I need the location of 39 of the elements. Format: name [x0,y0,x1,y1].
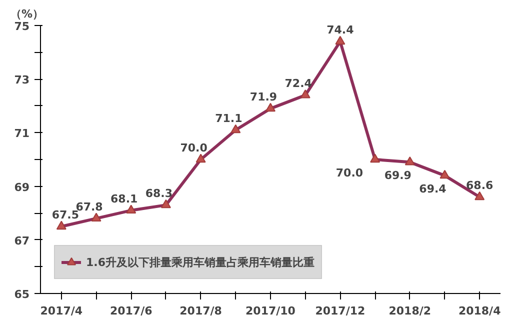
text: 71.1 [215,112,242,126]
x-tick-label: 2018/4 [458,304,502,318]
point [370,154,380,163]
text: 72.4 [284,77,312,90]
x-tick-label: 2017/4 [40,304,83,318]
x-tick-label: 2017/12 [315,304,366,318]
point [91,212,102,222]
point [126,204,136,214]
point [230,124,241,134]
point [335,36,346,45]
point [300,89,310,98]
text: 74.4 [326,24,354,37]
point [440,170,450,179]
point [266,102,276,112]
y-axis-title: （%） [10,8,44,20]
text: 69.4 [419,182,446,196]
text: 69.9 [384,169,412,182]
x-tick-label: 2017/10 [246,304,296,318]
y-tick-label: 69 [14,180,30,194]
x-tick-label: 2017/8 [180,304,222,318]
x-tick-label: 2018/2 [388,304,432,318]
text: 70.0 [180,142,208,154]
point [196,154,206,163]
y-tick-label: 67 [14,234,30,248]
y-tick-label: 71 [14,127,30,140]
x-tick-label: 2017/6 [110,304,153,318]
text: 71.9 [250,90,278,104]
point [404,156,415,166]
y-tick-label: 75 [14,20,30,33]
text: 70.0 [336,166,364,180]
text: 68.1 [110,192,138,206]
text: 68.6 [466,179,494,192]
text: 68.3 [145,187,173,200]
legend-label: 1.6升及以下排量乘用车销量占乘用车销量比重 [86,254,314,270]
y-tick-label: 73 [14,74,30,87]
point [474,191,485,200]
point [160,199,171,208]
y-tick-label: 65 [14,288,30,301]
point [56,220,66,230]
